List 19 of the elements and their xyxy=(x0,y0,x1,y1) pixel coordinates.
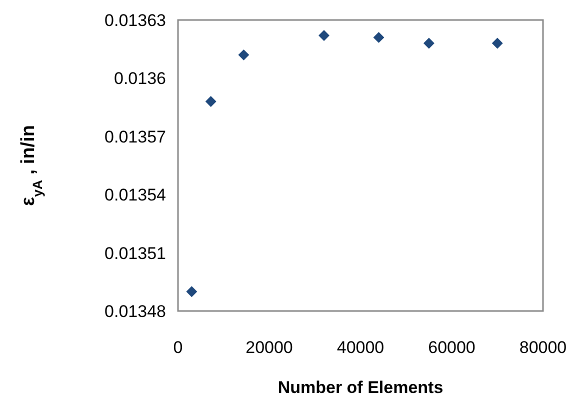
x-tick-label: 40000 xyxy=(336,338,384,357)
x-tick-label: 80000 xyxy=(519,338,567,357)
point xyxy=(238,49,250,60)
point xyxy=(373,32,384,43)
y-tick-label: 0.01363 xyxy=(104,10,166,30)
x-axis-title: Number of Elements xyxy=(278,378,444,397)
x-tick-label: 0 xyxy=(173,338,183,357)
point xyxy=(186,286,198,298)
point xyxy=(205,96,216,107)
y-tick-label: 0.01354 xyxy=(104,186,166,205)
y-tick-label: 0.01348 xyxy=(104,302,166,321)
point xyxy=(423,38,434,49)
y-tick-label: 0.0136 xyxy=(114,69,166,88)
y-tick-label: 0.01357 xyxy=(104,127,166,146)
y-tick-label: 0.01351 xyxy=(104,244,166,263)
x-tick-label: 60000 xyxy=(428,338,476,357)
point xyxy=(318,30,330,41)
point xyxy=(492,38,503,49)
x-tick-label: 20000 xyxy=(246,338,293,357)
